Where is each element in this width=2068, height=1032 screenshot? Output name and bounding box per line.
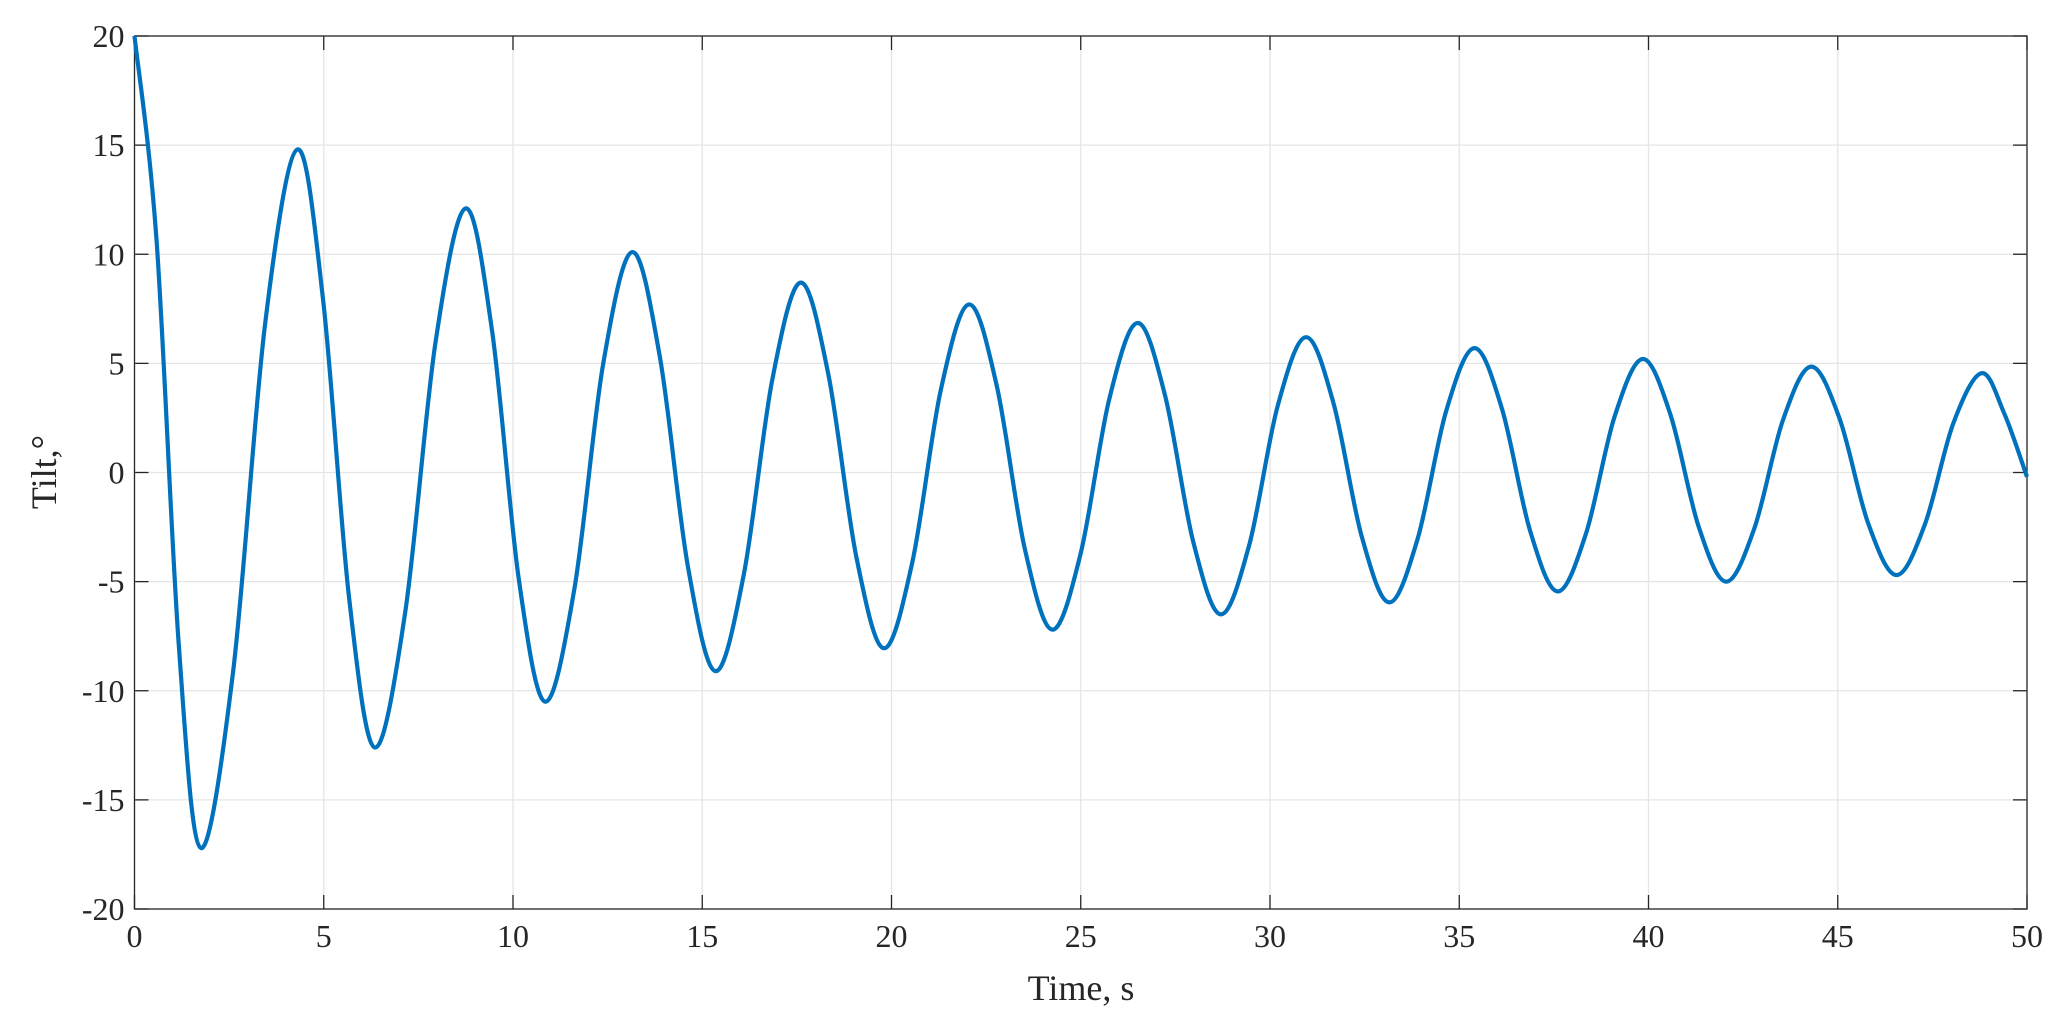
y-tick-label: -10 — [82, 673, 125, 709]
y-tick-label: 15 — [93, 127, 125, 163]
y-tick-label: 20 — [93, 18, 125, 54]
x-tick-label: 10 — [497, 918, 529, 954]
data-line — [132, 35, 2029, 851]
x-tick-label: 35 — [1443, 918, 1475, 954]
x-tick-label: 20 — [876, 918, 908, 954]
y-tick-label: -20 — [82, 891, 125, 927]
x-axis-label: Time, s — [1028, 968, 1135, 1008]
x-tick-label: 0 — [127, 918, 143, 954]
y-tick-label: 5 — [109, 345, 125, 381]
x-tick-label: 15 — [686, 918, 718, 954]
y-tick-label: -5 — [98, 564, 125, 600]
x-tick-label: 5 — [316, 918, 332, 954]
y-tick-label: -15 — [82, 782, 125, 818]
y-axis-label: Tilt,° — [24, 435, 64, 509]
x-tick-label: 30 — [1254, 918, 1286, 954]
x-tick-label: 25 — [1065, 918, 1097, 954]
x-tick-label: 50 — [2011, 918, 2043, 954]
x-tick-label: 45 — [1822, 918, 1854, 954]
x-tick-label: 40 — [1633, 918, 1665, 954]
y-tick-label: 10 — [93, 236, 125, 272]
y-tick-label: 0 — [109, 455, 125, 491]
